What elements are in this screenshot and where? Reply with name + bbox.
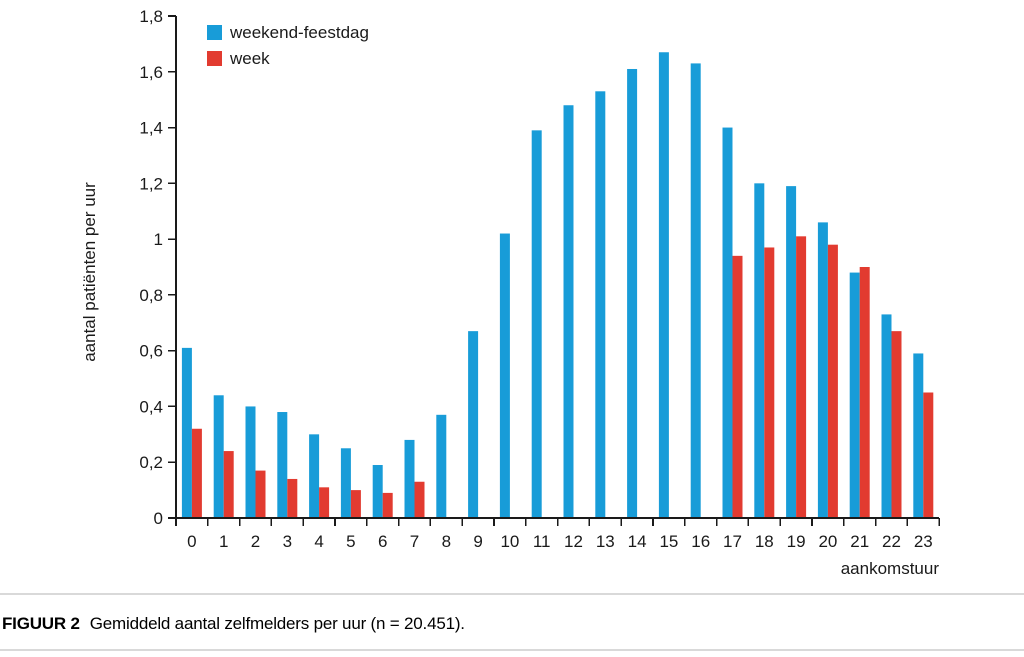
bar-week-h22 [891, 331, 902, 518]
axes-layer: 00,20,40,60,811,21,41,61,80 1 2 3 4 5 6 7 8 9 10 11… [139, 7, 941, 551]
x-tick-label: 22 [882, 532, 901, 551]
y-axis-title: aantal patiënten per uur [80, 182, 99, 362]
bar-week-h21 [859, 267, 870, 518]
y-tick-label: 0,2 [139, 453, 163, 472]
legend-swatch-week [207, 51, 222, 66]
legend: weekend-feestdag week [207, 24, 369, 67]
y-tick-label: 1,2 [139, 174, 163, 193]
x-tick-label: 10 [500, 532, 519, 551]
y-tick-label: 1,8 [139, 7, 163, 26]
legend-label-weekend: weekend-feestdag [230, 23, 369, 42]
bar-week-h23 [923, 392, 934, 518]
y-tick-label: 0,8 [139, 286, 163, 305]
y-tick-label: 0,4 [139, 397, 163, 416]
bar-week-h3 [287, 478, 298, 518]
bar-chart: 00,20,40,60,811,21,41,61,80 1 2 3 4 5 6 7 8 9 10 11… [80, 7, 941, 578]
figure-label: FIGUUR 2 [2, 614, 80, 633]
x-tick-label: 18 [755, 532, 774, 551]
bar-weekend-feestdag-h22 [881, 314, 892, 518]
bar-week-h18 [764, 247, 775, 518]
x-tick-label: 12 [564, 532, 583, 551]
y-tick-label: 0 [154, 509, 163, 528]
bar-weekend-feestdag-h17 [722, 127, 733, 519]
bar-weekend-feestdag-h9 [468, 331, 479, 518]
x-tick-label: 8 [442, 532, 451, 551]
x-tick-label: 5 [346, 532, 355, 551]
x-tick-label: 9 [473, 532, 482, 551]
legend-item-weekend: weekend-feestdag [207, 24, 369, 41]
bar-weekend-feestdag-h10 [499, 233, 510, 519]
bar-weekend-feestdag-h19 [786, 186, 797, 518]
bar-weekend-feestdag-h5 [340, 448, 351, 518]
x-tick-label: 19 [787, 532, 806, 551]
y-tick-label: 1 [154, 230, 163, 249]
bar-week-h4 [319, 487, 330, 518]
legend-item-week: week [207, 50, 369, 67]
bar-weekend-feestdag-h2 [245, 406, 256, 518]
bar-weekend-feestdag-h4 [309, 434, 320, 518]
divider-top [0, 593, 1024, 595]
x-tick-label: 3 [283, 532, 292, 551]
x-tick-label: 6 [378, 532, 387, 551]
bar-week-h0 [191, 428, 202, 518]
bar-week-h17 [732, 255, 743, 518]
x-tick-label: 13 [596, 532, 615, 551]
bar-weekend-feestdag-h16 [690, 63, 701, 519]
y-tick-label: 1,4 [139, 119, 163, 138]
bar-week-h20 [827, 244, 838, 518]
x-tick-label: 7 [410, 532, 419, 551]
bar-week-h19 [796, 236, 807, 519]
bar-weekend-feestdag-h11 [531, 130, 542, 518]
bar-weekend-feestdag-h3 [277, 412, 288, 518]
y-tick-label: 0,6 [139, 342, 163, 361]
x-tick-label: 14 [628, 532, 647, 551]
x-tick-label: 15 [659, 532, 678, 551]
bar-weekend-feestdag-h12 [563, 105, 574, 518]
bar-week-h5 [350, 490, 361, 518]
bar-weekend-feestdag-h8 [436, 414, 447, 518]
bar-week-h7 [414, 481, 425, 518]
bar-weekend-feestdag-h15 [658, 52, 669, 518]
bar-weekend-feestdag-h18 [754, 183, 765, 519]
bar-weekend-feestdag-h20 [817, 222, 828, 518]
x-tick-label: 0 [187, 532, 196, 551]
legend-label-week: week [230, 49, 270, 68]
bar-weekend-feestdag-h6 [372, 465, 383, 518]
bar-weekend-feestdag-h14 [627, 68, 638, 518]
divider-bottom [0, 649, 1024, 651]
x-axis-title: aankomstuur [841, 559, 940, 578]
x-tick-label: 11 [533, 532, 551, 551]
x-tick-label: 1 [219, 532, 228, 551]
bar-week-h2 [255, 470, 266, 518]
bar-week-h6 [382, 492, 393, 518]
x-tick-label: 21 [850, 532, 869, 551]
figure-caption: FIGUUR 2 Gemiddeld aantal zelfmelders per… [2, 614, 465, 634]
y-tick-label: 1,6 [139, 63, 163, 82]
bar-weekend-feestdag-h0 [181, 347, 192, 518]
bar-weekend-feestdag-h7 [404, 439, 415, 518]
bar-week-h1 [223, 451, 234, 518]
bars-layer [181, 52, 934, 519]
bar-weekend-feestdag-h1 [213, 395, 224, 518]
figure-caption-text: Gemiddeld aantal zelfmelders per uur (n … [89, 614, 465, 633]
x-tick-label: 4 [314, 532, 323, 551]
bar-weekend-feestdag-h13 [595, 91, 606, 519]
x-tick-label: 17 [723, 532, 742, 551]
x-tick-label: 20 [818, 532, 837, 551]
bar-weekend-feestdag-h21 [849, 272, 860, 518]
legend-swatch-weekend [207, 25, 222, 40]
x-tick-label: 2 [251, 532, 260, 551]
bar-weekend-feestdag-h23 [913, 353, 924, 518]
x-tick-label: 16 [691, 532, 710, 551]
x-tick-label: 23 [914, 532, 933, 551]
